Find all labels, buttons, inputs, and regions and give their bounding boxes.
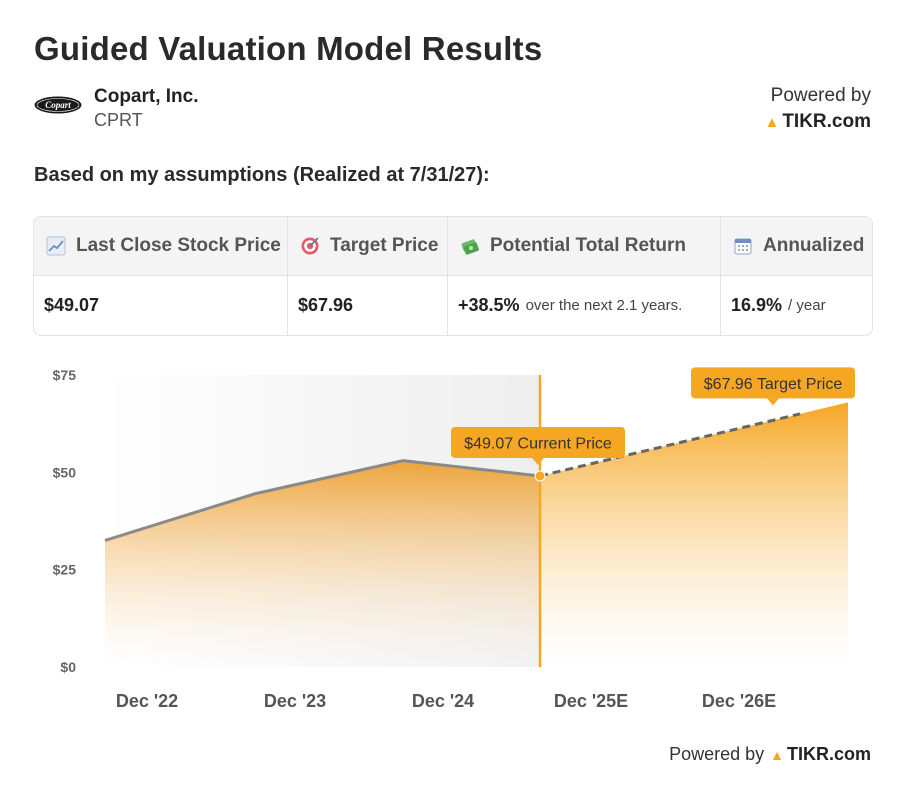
x-tick-label: Dec '22 bbox=[116, 691, 178, 711]
metrics-table: Last Close Stock Price Target Price Pote… bbox=[33, 216, 873, 336]
x-tick-label: Dec '26E bbox=[702, 691, 776, 711]
target-icon bbox=[301, 237, 319, 255]
projected-line bbox=[539, 412, 801, 478]
metric-header-total-return: Potential Total Return bbox=[448, 217, 721, 276]
y-tick-label: $75 bbox=[53, 367, 77, 383]
y-tick-label: $25 bbox=[53, 562, 77, 578]
tikr-logo-icon: ▲ bbox=[764, 114, 780, 131]
target-price-value: $67.96 bbox=[288, 276, 448, 335]
x-tick-label: Dec '23 bbox=[264, 691, 326, 711]
y-tick-label: $50 bbox=[53, 464, 77, 480]
callout-label: $67.96 Target Price bbox=[704, 376, 843, 393]
total-return-value: +38.5% bbox=[458, 295, 520, 315]
metric-header-last-close: Last Close Stock Price bbox=[34, 217, 288, 276]
tikr-brand-text: TIKR.com bbox=[782, 111, 871, 132]
historical-line bbox=[104, 459, 541, 542]
ticker: CPRT bbox=[94, 110, 143, 130]
logo-text: Copart bbox=[45, 100, 71, 110]
tikr-brand-text: TIKR.com bbox=[786, 744, 871, 764]
callout-label: $49.07 Current Price bbox=[464, 435, 612, 452]
powered-by-label: Powered by bbox=[669, 744, 765, 764]
powered-by-header[interactable]: Powered by ▲ TIKR.com bbox=[764, 85, 871, 136]
historical-area bbox=[105, 460, 540, 667]
assumptions-heading: Based on my assumptions (Realized at 7/3… bbox=[34, 164, 490, 186]
metric-label: Last Close Stock Price bbox=[76, 235, 281, 256]
last-close-value: $49.07 bbox=[34, 276, 288, 335]
annualized-suffix: / year bbox=[788, 297, 826, 314]
company-header: Copart Copart, Inc. CPRT bbox=[34, 84, 199, 132]
current-price-marker bbox=[534, 470, 546, 482]
tikr-logo-icon: ▲ bbox=[770, 747, 784, 763]
projected-area bbox=[540, 402, 848, 667]
x-tick-label: Dec '25E bbox=[554, 691, 628, 711]
money-icon bbox=[461, 239, 479, 255]
y-tick-label: $0 bbox=[60, 659, 76, 675]
powered-by-footer[interactable]: Powered by ▲ TIKR.com bbox=[669, 744, 871, 765]
powered-by-label: Powered by bbox=[770, 85, 871, 106]
company-logo: Copart bbox=[34, 96, 82, 114]
current-price-callout: $49.07 Current Price bbox=[451, 426, 625, 465]
annualized-cell: 16.9% / year bbox=[721, 276, 872, 335]
page-title: Guided Valuation Model Results bbox=[34, 30, 543, 67]
total-return-suffix: over the next 2.1 years. bbox=[525, 297, 683, 314]
chart-increasing-icon bbox=[46, 236, 66, 256]
metric-label: Potential Total Return bbox=[490, 235, 686, 256]
x-tick-label: Dec '24 bbox=[412, 691, 474, 711]
company-name: Copart, Inc. bbox=[94, 86, 199, 107]
calendar-icon bbox=[734, 238, 752, 255]
total-return-cell: +38.5% over the next 2.1 years. bbox=[448, 276, 721, 335]
annualized-value: 16.9% bbox=[731, 295, 783, 315]
tikr-brand[interactable]: ▲ TIKR.com bbox=[764, 109, 871, 136]
target-price-callout: $67.96 Target Price bbox=[691, 367, 855, 406]
metric-label: Target Price bbox=[330, 235, 439, 256]
metric-label: Annualized bbox=[763, 235, 865, 256]
price-chart: $0 $25 $50 $75 Dec '22 Dec '23 Dec '24 Dec '25… bbox=[53, 367, 855, 711]
metric-header-target: Target Price bbox=[288, 217, 448, 276]
metric-header-annualized: Annualized bbox=[721, 217, 872, 276]
